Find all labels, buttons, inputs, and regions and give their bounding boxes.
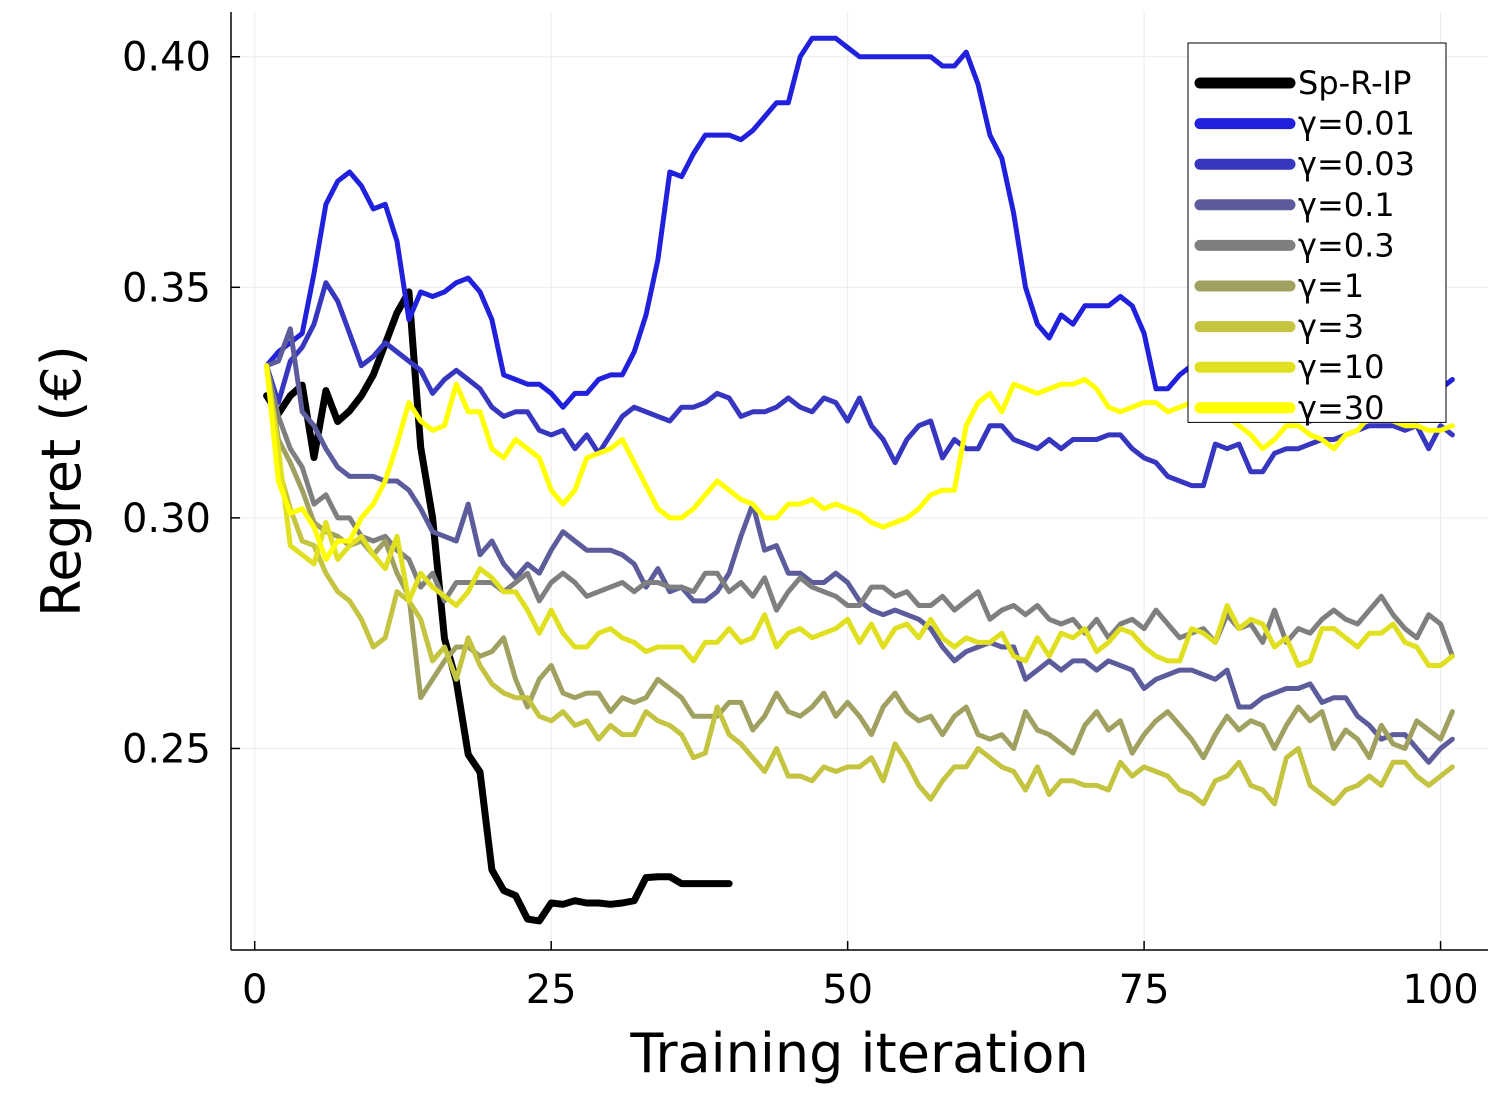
legend-label: γ=30 <box>1298 389 1384 427</box>
y-tick-label: 0.30 <box>122 496 211 542</box>
x-tick-label: 75 <box>1119 967 1170 1013</box>
legend-label: γ=0.03 <box>1298 145 1415 183</box>
y-tick-label: 0.35 <box>122 265 211 311</box>
series-line-4 <box>264 363 1455 659</box>
legend-label: Sp-R-IP <box>1298 64 1411 102</box>
tick-labels: 0 25 50 75 100 0.25 0.30 0.35 0.40 <box>122 35 1479 1013</box>
x-axis-title: Training iteration <box>629 1022 1088 1085</box>
y-tick-label: 0.40 <box>122 35 211 81</box>
legend-label: γ=0.01 <box>1298 105 1415 143</box>
series-line-6 <box>264 363 1455 807</box>
axes <box>230 12 1488 951</box>
series-line-0 <box>263 288 733 925</box>
legend-label: γ=0.3 <box>1298 226 1395 264</box>
y-tick-label: 0.25 <box>122 726 211 772</box>
series-line-2 <box>264 280 1455 489</box>
plot-series-group <box>263 35 1455 925</box>
x-tick-label: 50 <box>822 967 873 1013</box>
x-tick-label: 0 <box>242 967 267 1013</box>
legend-box <box>1187 42 1447 423</box>
legend-label: γ=0.1 <box>1298 186 1395 224</box>
legend: Sp-R-IPγ=0.01γ=0.03γ=0.1γ=0.3γ=1γ=3γ=10γ… <box>1187 42 1447 427</box>
series-line-7 <box>264 363 1455 668</box>
x-tick-label: 25 <box>526 967 577 1013</box>
y-axis-title: Regret (€) <box>30 345 93 617</box>
x-tick-label: 100 <box>1402 967 1478 1013</box>
legend-label: γ=3 <box>1298 308 1364 346</box>
series-line-8 <box>264 363 1455 562</box>
legend-label: γ=1 <box>1298 267 1364 305</box>
legend-label: γ=10 <box>1298 348 1384 386</box>
